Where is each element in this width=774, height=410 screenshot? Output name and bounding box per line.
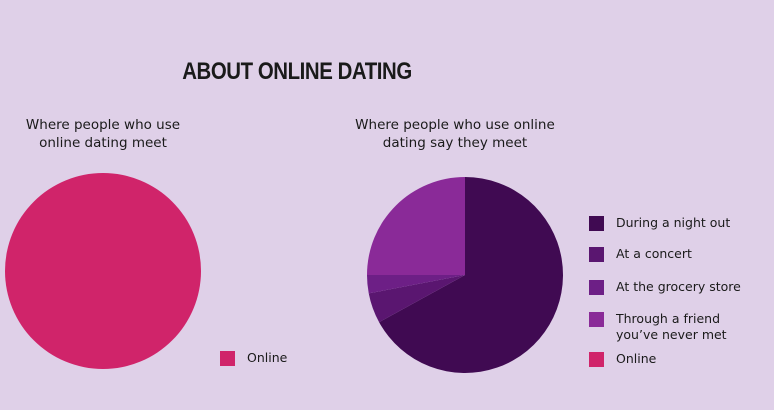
chart-subtitle: Where people who use online dating meet	[25, 117, 181, 151]
legend-label: Online	[247, 350, 288, 365]
legend-swatch	[589, 280, 604, 295]
pie-slice	[368, 275, 465, 323]
pie-slice	[5, 173, 201, 369]
legend-label: Through a friend you’ve never met	[616, 311, 727, 342]
pie-slice	[367, 177, 465, 275]
legend-label: At the grocery store	[616, 279, 741, 294]
legend-swatch	[589, 312, 604, 327]
legend-swatch	[589, 352, 604, 367]
legend-swatch	[220, 351, 235, 366]
legend-label: At a concert	[616, 246, 692, 261]
legend-label: Online	[616, 351, 657, 366]
page-title: ABOUT ONLINE DATING	[182, 58, 412, 85]
pie-slice	[367, 275, 465, 294]
legend-label: During a night out	[616, 215, 731, 230]
chart-subtitle: Where people who use online dating say t…	[355, 117, 555, 151]
legend-swatch	[589, 216, 604, 231]
pie-slice	[379, 177, 564, 373]
legend-swatch	[589, 247, 604, 262]
